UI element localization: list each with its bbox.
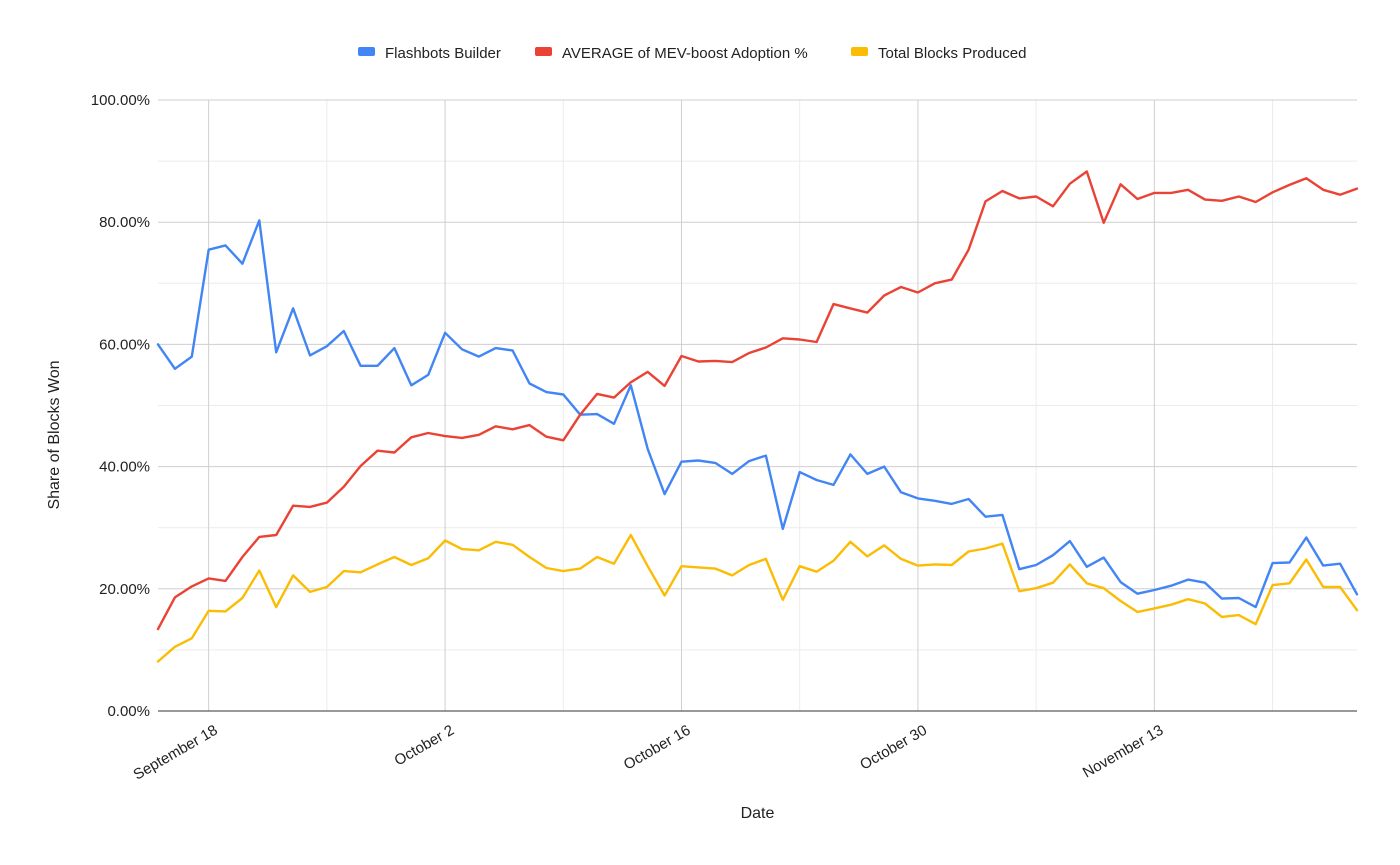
chart-legend: Flashbots Builder AVERAGE of MEV-boost Ad… — [358, 45, 1026, 62]
x-tick-label: October 2 — [392, 722, 458, 770]
y-tick-label: 60.00% — [99, 336, 150, 353]
legend-swatch — [851, 47, 868, 56]
legend-swatch — [535, 47, 552, 56]
y-axis-title: Share of Blocks Won — [46, 360, 63, 509]
y-axis-tick-labels: 0.00% 20.00% 40.00% 60.00% 80.00% 100.00% — [91, 92, 150, 720]
y-tick-label: 0.00% — [107, 703, 150, 720]
x-axis-tick-labels: September 18 October 2 October 16 October 3… — [131, 722, 1167, 784]
series-lines — [156, 170, 1359, 663]
legend-label: Total Blocks Produced — [878, 45, 1026, 62]
x-tick-label: November 13 — [1080, 722, 1166, 782]
x-tick-label: October 16 — [621, 722, 694, 774]
x-tick-label: September 18 — [131, 722, 221, 784]
minor-gridlines — [158, 100, 1357, 711]
y-tick-label: 100.00% — [91, 92, 150, 109]
legend-swatch — [358, 47, 375, 56]
legend-label: Flashbots Builder — [385, 45, 501, 62]
series-line-flashbots-builder — [156, 219, 1359, 609]
x-tick-label: October 30 — [857, 722, 930, 774]
y-tick-label: 20.00% — [99, 581, 150, 598]
series-line-average-of-mev-boost-adoption — [156, 170, 1359, 631]
major-gridlines — [158, 99, 1357, 711]
y-tick-label: 80.00% — [99, 214, 150, 231]
y-tick-label: 40.00% — [99, 459, 150, 476]
series-line-total-blocks-produced — [156, 533, 1359, 663]
x-axis-title: Date — [741, 805, 775, 822]
legend-label: AVERAGE of MEV-boost Adoption % — [562, 45, 808, 62]
